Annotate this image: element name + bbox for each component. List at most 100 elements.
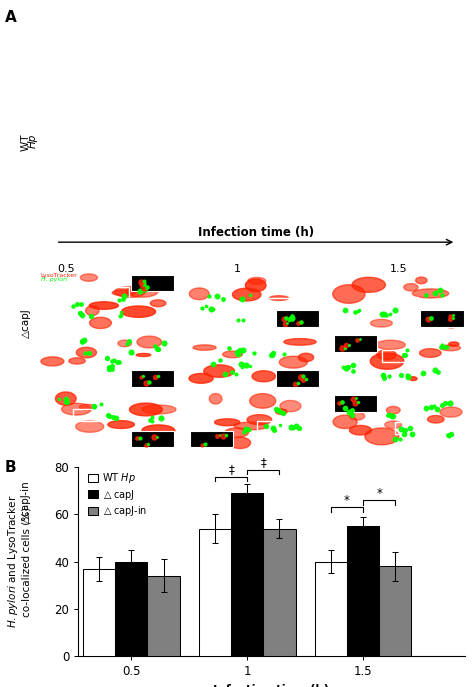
Bar: [334, 395, 377, 412]
Polygon shape: [80, 405, 95, 410]
Polygon shape: [232, 289, 261, 301]
Text: ‡: ‡: [260, 455, 266, 469]
Bar: [420, 310, 464, 326]
Text: A: A: [5, 10, 17, 25]
Polygon shape: [298, 353, 314, 361]
Bar: [190, 431, 233, 447]
Polygon shape: [333, 284, 365, 303]
Text: 1.5: 1.5: [389, 264, 407, 275]
Polygon shape: [277, 313, 292, 319]
Polygon shape: [342, 396, 359, 402]
Bar: [83, 569, 115, 656]
Polygon shape: [252, 371, 275, 382]
Polygon shape: [225, 428, 248, 437]
Polygon shape: [333, 415, 357, 429]
Polygon shape: [449, 342, 459, 346]
Text: ‡: ‡: [228, 463, 234, 476]
Polygon shape: [386, 407, 400, 414]
Polygon shape: [62, 403, 91, 415]
Bar: [101, 358, 133, 370]
Text: 1: 1: [234, 264, 240, 275]
Polygon shape: [193, 345, 216, 350]
Polygon shape: [444, 319, 458, 328]
Text: *: *: [376, 486, 382, 499]
Bar: [387, 297, 419, 309]
Polygon shape: [250, 394, 276, 408]
X-axis label: Infection time (h): Infection time (h): [213, 684, 329, 687]
Polygon shape: [349, 412, 365, 420]
Text: Hp: Hp: [27, 134, 37, 148]
Text: 0.5: 0.5: [57, 264, 75, 275]
Bar: [260, 298, 292, 310]
Polygon shape: [440, 345, 460, 351]
Bar: [276, 370, 319, 387]
Polygon shape: [279, 357, 307, 368]
Polygon shape: [204, 365, 235, 377]
Polygon shape: [428, 416, 444, 423]
Polygon shape: [412, 289, 449, 298]
Polygon shape: [284, 339, 316, 345]
Bar: [347, 526, 379, 656]
Text: H. pylori: H. pylori: [41, 277, 67, 282]
Polygon shape: [215, 419, 240, 426]
Polygon shape: [129, 403, 162, 416]
Bar: [315, 562, 347, 656]
Polygon shape: [112, 290, 136, 295]
Text: △capJ: △capJ: [21, 308, 31, 338]
Polygon shape: [376, 340, 405, 350]
Polygon shape: [280, 401, 301, 412]
Polygon shape: [234, 422, 268, 430]
Polygon shape: [365, 428, 399, 445]
Polygon shape: [69, 358, 85, 364]
Polygon shape: [76, 421, 104, 432]
Polygon shape: [89, 302, 118, 309]
Text: WT: WT: [21, 131, 31, 150]
Polygon shape: [126, 286, 158, 297]
Polygon shape: [142, 405, 176, 414]
Text: *: *: [344, 493, 350, 506]
Polygon shape: [410, 376, 417, 381]
Polygon shape: [86, 306, 99, 315]
Bar: [264, 528, 295, 656]
Polygon shape: [118, 340, 131, 347]
Polygon shape: [269, 295, 289, 300]
Polygon shape: [230, 437, 251, 449]
Polygon shape: [416, 277, 427, 284]
Polygon shape: [81, 274, 98, 281]
Polygon shape: [440, 407, 462, 417]
Bar: [199, 528, 231, 656]
Text: △capJ-in: △capJ-in: [21, 480, 31, 523]
Text: $\it{H. pylori}$ and LysoTracker
co-localized cells (%): $\it{H. pylori}$ and LysoTracker co-loca…: [6, 495, 31, 629]
Bar: [131, 431, 174, 447]
Polygon shape: [76, 347, 97, 358]
Bar: [147, 576, 180, 656]
Polygon shape: [339, 341, 362, 348]
Text: Infection time (h): Infection time (h): [198, 226, 314, 239]
Bar: [131, 370, 174, 387]
Polygon shape: [404, 284, 418, 291]
Bar: [97, 287, 129, 299]
Polygon shape: [142, 425, 175, 436]
Text: LysoTracker: LysoTracker: [41, 273, 78, 278]
Polygon shape: [189, 374, 213, 383]
Polygon shape: [41, 357, 64, 366]
Polygon shape: [275, 409, 287, 414]
Polygon shape: [137, 336, 162, 348]
Polygon shape: [419, 349, 441, 357]
Bar: [334, 335, 377, 352]
Bar: [379, 566, 411, 656]
Polygon shape: [246, 279, 266, 292]
Text: B: B: [5, 460, 17, 475]
Polygon shape: [370, 319, 392, 327]
Polygon shape: [247, 415, 272, 425]
Bar: [73, 409, 105, 421]
Bar: [382, 350, 413, 362]
Polygon shape: [55, 392, 76, 405]
Polygon shape: [352, 278, 385, 293]
Polygon shape: [385, 421, 401, 429]
Polygon shape: [108, 420, 135, 429]
Polygon shape: [248, 278, 266, 284]
Polygon shape: [121, 306, 155, 317]
Polygon shape: [115, 286, 145, 297]
Bar: [217, 349, 249, 361]
